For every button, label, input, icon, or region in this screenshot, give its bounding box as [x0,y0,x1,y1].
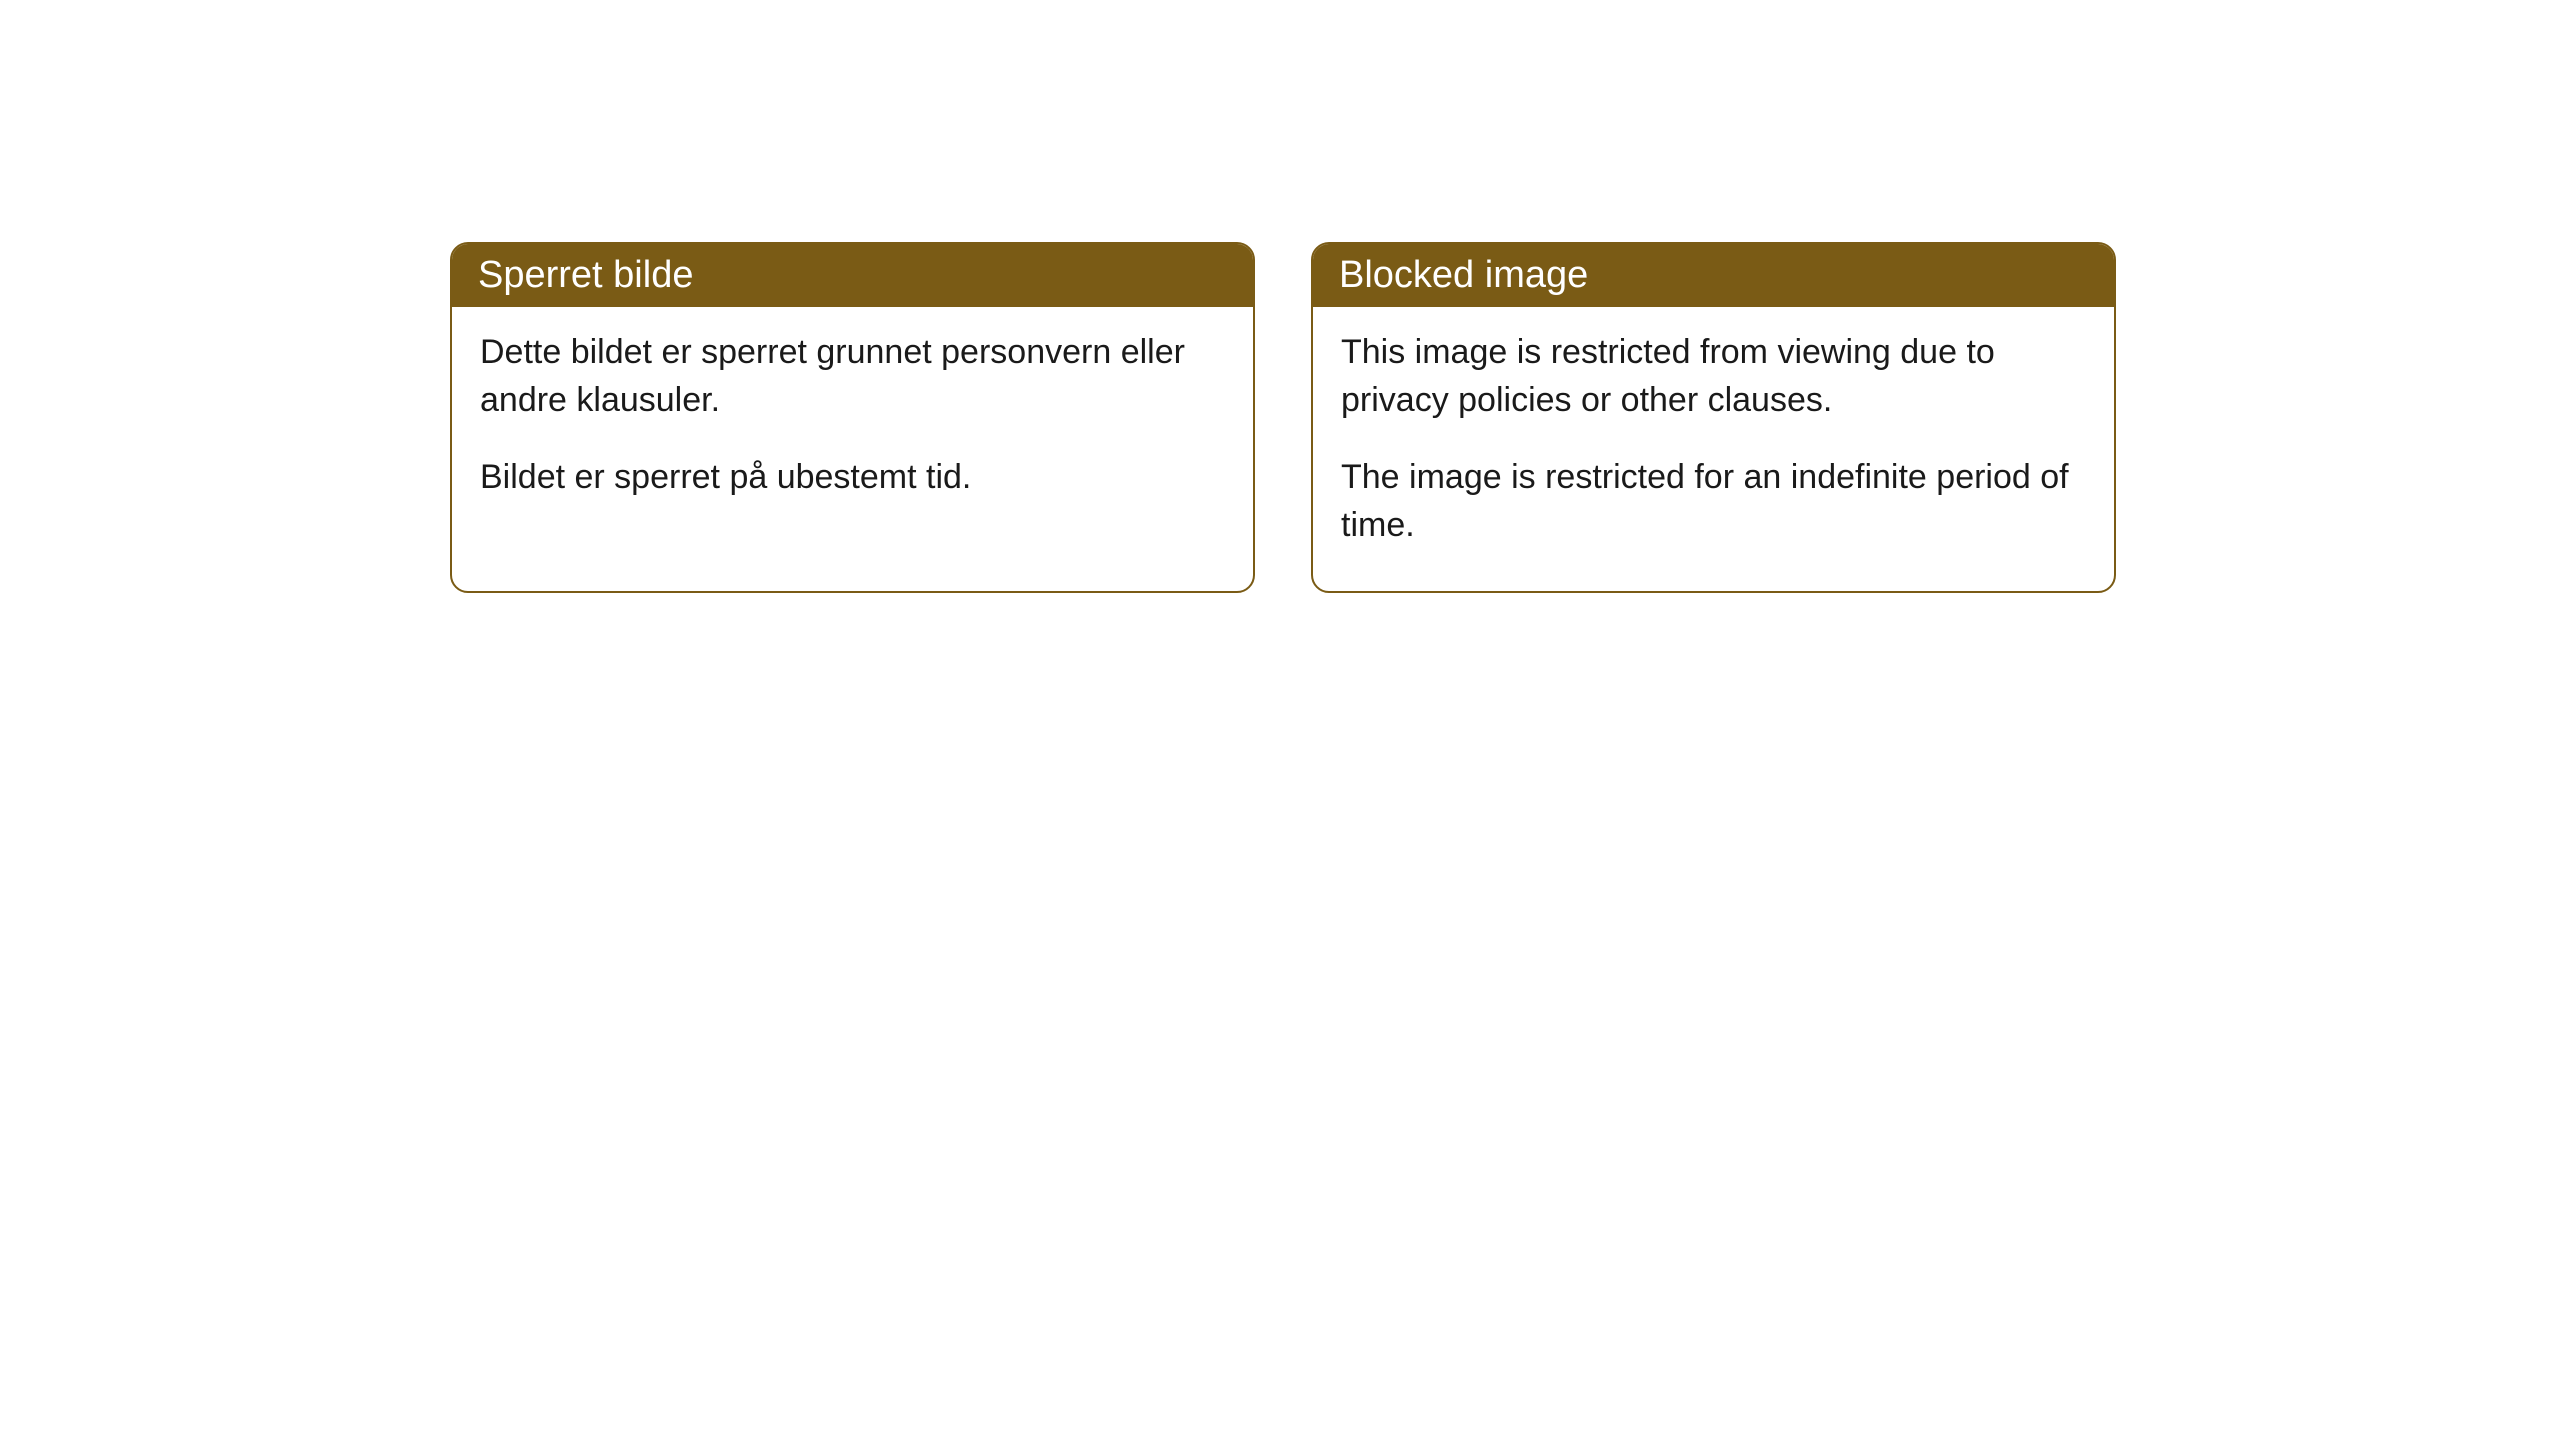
card-body: This image is restricted from viewing du… [1313,307,2114,591]
card-header: Blocked image [1313,244,2114,307]
card-paragraph-1: Dette bildet er sperret grunnet personve… [480,329,1225,424]
card-paragraph-2: Bildet er sperret på ubestemt tid. [480,454,1225,502]
card-header: Sperret bilde [452,244,1253,307]
blocked-image-card-norwegian: Sperret bilde Dette bildet er sperret gr… [450,242,1255,593]
card-title: Sperret bilde [478,254,693,296]
card-paragraph-2: The image is restricted for an indefinit… [1341,454,2086,549]
cards-container: Sperret bilde Dette bildet er sperret gr… [450,242,2116,593]
card-body: Dette bildet er sperret grunnet personve… [452,307,1253,544]
card-paragraph-1: This image is restricted from viewing du… [1341,329,2086,424]
blocked-image-card-english: Blocked image This image is restricted f… [1311,242,2116,593]
card-title: Blocked image [1339,254,1588,296]
